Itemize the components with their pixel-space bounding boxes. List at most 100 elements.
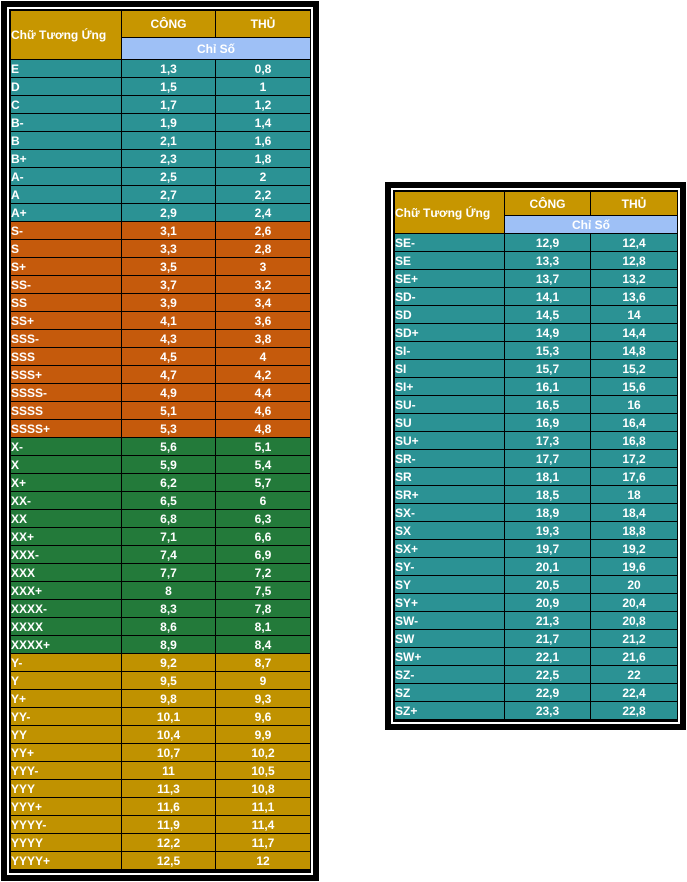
defense-cell: 9,6	[215, 707, 311, 726]
defense-cell: 15,6	[590, 377, 678, 396]
table-row: SSSS+ 5,3 4,8	[10, 419, 311, 438]
grade-cell: XXX	[10, 563, 122, 582]
grade-cell: S-	[10, 221, 122, 240]
defense-cell: 7,5	[215, 581, 311, 600]
table-row: XX+ 7,1 6,6	[10, 527, 311, 546]
grade-cell: SD	[394, 305, 505, 324]
defense-cell: 14,8	[590, 341, 678, 360]
grade-cell: E	[10, 59, 122, 78]
grade-cell: X	[10, 455, 122, 474]
table-row: YYYY+ 12,5 12	[10, 851, 311, 870]
grade-cell: YYYY-	[10, 815, 122, 834]
defense-cell: 4	[215, 347, 311, 366]
table-row: SR- 17,7 17,2	[394, 449, 678, 468]
defense-header: THỦ	[590, 191, 678, 216]
defense-cell: 12,8	[590, 251, 678, 270]
attack-cell: 20,1	[504, 557, 591, 576]
attack-cell: 15,3	[504, 341, 591, 360]
defense-cell: 0,8	[215, 59, 311, 78]
right-table-frame: Chữ Tương Ứng CÔNG THỦ Chỉ Số SE- 12,9 12,…	[385, 182, 686, 730]
table-row: S+ 3,5 3	[10, 257, 311, 276]
defense-cell: 14,4	[590, 323, 678, 342]
right-stat-table: Chữ Tương Ứng CÔNG THỦ Chỉ Số SE- 12,9 12,…	[394, 191, 678, 720]
table-row: SD 14,5 14	[394, 305, 678, 324]
table-row: XXXX- 8,3 7,8	[10, 599, 311, 618]
grade-cell: B-	[10, 113, 122, 132]
defense-cell: 9,9	[215, 725, 311, 744]
table-row: SX 19,3 18,8	[394, 521, 678, 540]
defense-cell: 3,4	[215, 293, 311, 312]
table-row: XXXX 8,6 8,1	[10, 617, 311, 636]
attack-cell: 1,3	[121, 59, 216, 78]
grade-cell: SR	[394, 467, 505, 486]
defense-cell: 14	[590, 305, 678, 324]
table-row: C 1,7 1,2	[10, 95, 311, 114]
defense-cell: 1,4	[215, 113, 311, 132]
table-row: SR+ 18,5 18	[394, 485, 678, 504]
table-row: SE- 12,9 12,4	[394, 233, 678, 252]
grade-cell: SU+	[394, 431, 505, 450]
attack-cell: 5,3	[121, 419, 216, 438]
table-row: YY- 10,1 9,6	[10, 707, 311, 726]
attack-cell: 15,7	[504, 359, 591, 378]
table-row: SE+ 13,7 13,2	[394, 269, 678, 288]
attack-cell: 9,8	[121, 689, 216, 708]
defense-cell: 4,4	[215, 383, 311, 402]
grade-cell: SZ	[394, 683, 505, 702]
attack-cell: 12,2	[121, 833, 216, 852]
defense-cell: 2,6	[215, 221, 311, 240]
table-row: B 2,1 1,6	[10, 131, 311, 150]
table-row: YYY+ 11,6 11,1	[10, 797, 311, 816]
table-row: SX+ 19,7 19,2	[394, 539, 678, 558]
grade-cell: YYY	[10, 779, 122, 798]
attack-cell: 5,6	[121, 437, 216, 456]
table-row: XXX 7,7 7,2	[10, 563, 311, 582]
table-row: XX 6,8 6,3	[10, 509, 311, 528]
table-row: SSSS- 4,9 4,4	[10, 383, 311, 402]
table-row: SS 3,9 3,4	[10, 293, 311, 312]
grade-cell: Y	[10, 671, 122, 690]
defense-cell: 22	[590, 665, 678, 684]
defense-cell: 1,2	[215, 95, 311, 114]
left-table-frame: Chữ Tương Ứng CÔNG THỦ Chỉ Số E 1,3 0,8 D 1,…	[1, 1, 319, 881]
attack-cell: 2,1	[121, 131, 216, 150]
defense-cell: 18,4	[590, 503, 678, 522]
table-row: B- 1,9 1,4	[10, 113, 311, 132]
grade-cell: S	[10, 239, 122, 258]
attack-cell: 21,7	[504, 629, 591, 648]
defense-cell: 13,2	[590, 269, 678, 288]
table-row: SS- 3,7 3,2	[10, 275, 311, 294]
grade-cell: SW	[394, 629, 505, 648]
defense-cell: 6,3	[215, 509, 311, 528]
defense-cell: 1,6	[215, 131, 311, 150]
table-row: YYY 11,3 10,8	[10, 779, 311, 798]
table-row: YY+ 10,7 10,2	[10, 743, 311, 762]
defense-cell: 2,4	[215, 203, 311, 222]
attack-cell: 3,9	[121, 293, 216, 312]
attack-cell: 16,1	[504, 377, 591, 396]
grade-cell: B	[10, 131, 122, 150]
defense-cell: 21,6	[590, 647, 678, 666]
grade-cell: SZ+	[394, 701, 505, 720]
grade-cell: SD-	[394, 287, 505, 306]
grade-cell: SY+	[394, 593, 505, 612]
attack-cell: 19,3	[504, 521, 591, 540]
table-row: YYY- 11 10,5	[10, 761, 311, 780]
grade-cell: XXXX-	[10, 599, 122, 618]
grade-cell: SX+	[394, 539, 505, 558]
grade-cell: SSS+	[10, 365, 122, 384]
attack-cell: 11,3	[121, 779, 216, 798]
defense-cell: 16	[590, 395, 678, 414]
grade-cell: S+	[10, 257, 122, 276]
table-row: SSS- 4,3 3,8	[10, 329, 311, 348]
attack-header: CÔNG	[121, 10, 216, 38]
attack-cell: 11	[121, 761, 216, 780]
grade-cell: XXX-	[10, 545, 122, 564]
attack-cell: 3,7	[121, 275, 216, 294]
attack-cell: 14,9	[504, 323, 591, 342]
table-row: A 2,7 2,2	[10, 185, 311, 204]
table-row: SR 18,1 17,6	[394, 467, 678, 486]
attack-cell: 4,3	[121, 329, 216, 348]
table-row: SI- 15,3 14,8	[394, 341, 678, 360]
table-row: SE 13,3 12,8	[394, 251, 678, 270]
